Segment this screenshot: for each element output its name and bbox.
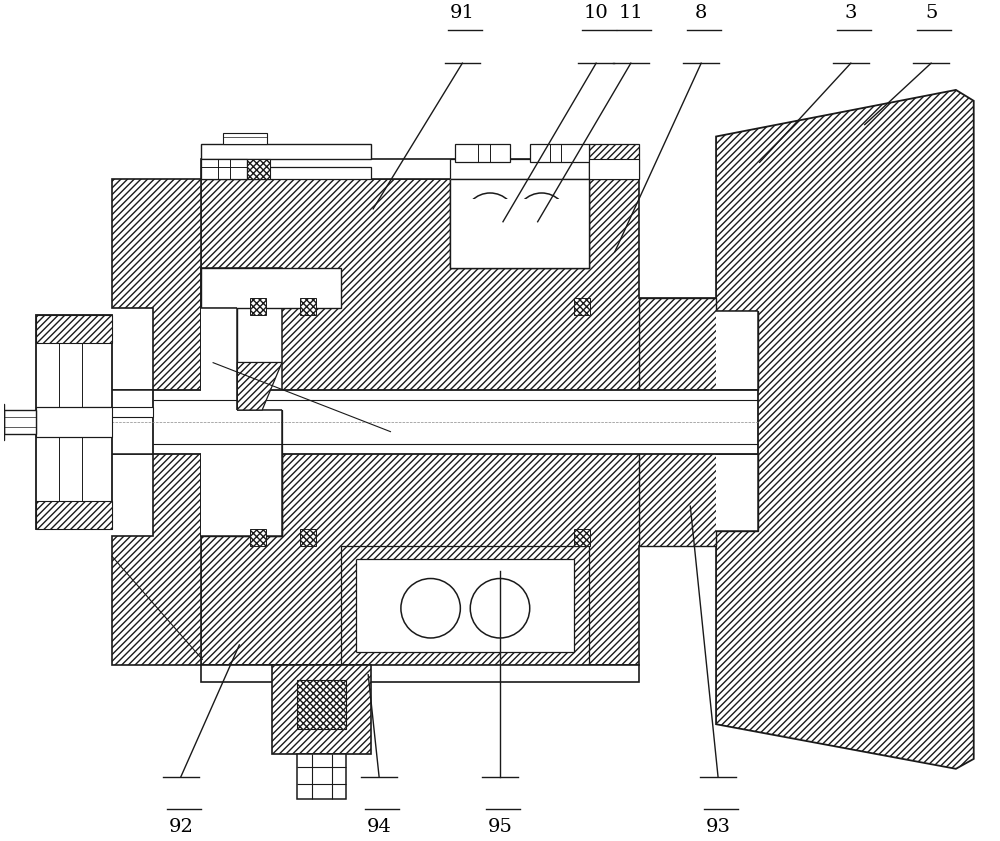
- Polygon shape: [450, 159, 589, 179]
- Polygon shape: [201, 308, 282, 536]
- Polygon shape: [716, 311, 758, 390]
- Polygon shape: [201, 145, 371, 159]
- Circle shape: [464, 193, 516, 245]
- Polygon shape: [272, 664, 371, 754]
- Polygon shape: [237, 362, 282, 410]
- Text: 95: 95: [488, 818, 512, 836]
- Text: 8: 8: [695, 3, 707, 22]
- Polygon shape: [297, 754, 346, 799]
- Polygon shape: [112, 179, 201, 664]
- Text: 5: 5: [925, 3, 937, 22]
- Polygon shape: [201, 179, 716, 410]
- Polygon shape: [112, 390, 153, 453]
- Text: 11: 11: [618, 3, 643, 22]
- Polygon shape: [250, 298, 266, 315]
- Polygon shape: [201, 434, 282, 536]
- Text: 93: 93: [706, 818, 731, 836]
- Polygon shape: [574, 529, 590, 546]
- Polygon shape: [300, 298, 316, 315]
- Polygon shape: [153, 390, 758, 453]
- Polygon shape: [341, 546, 589, 664]
- Polygon shape: [716, 90, 974, 769]
- Polygon shape: [356, 558, 574, 652]
- Circle shape: [401, 579, 460, 638]
- Text: 91: 91: [450, 3, 475, 22]
- Polygon shape: [639, 298, 758, 410]
- Polygon shape: [4, 410, 36, 434]
- Polygon shape: [34, 410, 84, 414]
- Polygon shape: [201, 664, 639, 681]
- Polygon shape: [589, 159, 639, 179]
- Text: 94: 94: [367, 818, 392, 836]
- Polygon shape: [201, 268, 282, 536]
- Circle shape: [516, 193, 567, 245]
- Text: 3: 3: [845, 3, 857, 22]
- Polygon shape: [36, 501, 112, 529]
- Polygon shape: [455, 145, 510, 162]
- Polygon shape: [450, 179, 589, 268]
- Polygon shape: [36, 315, 112, 342]
- Polygon shape: [247, 159, 270, 179]
- Polygon shape: [201, 308, 237, 410]
- Polygon shape: [201, 159, 247, 179]
- Polygon shape: [450, 179, 589, 268]
- Polygon shape: [201, 167, 371, 179]
- Polygon shape: [300, 529, 316, 546]
- Polygon shape: [458, 199, 579, 253]
- Text: 92: 92: [168, 818, 193, 836]
- Polygon shape: [84, 407, 153, 417]
- Polygon shape: [716, 453, 758, 531]
- Polygon shape: [237, 410, 282, 536]
- Polygon shape: [36, 407, 112, 436]
- Polygon shape: [201, 434, 716, 664]
- Polygon shape: [223, 133, 267, 145]
- Polygon shape: [639, 434, 758, 546]
- Polygon shape: [201, 410, 716, 434]
- Polygon shape: [2, 404, 4, 440]
- Polygon shape: [530, 145, 589, 162]
- Polygon shape: [450, 179, 589, 268]
- Polygon shape: [297, 680, 346, 729]
- Circle shape: [470, 579, 530, 638]
- Polygon shape: [589, 145, 639, 179]
- Polygon shape: [201, 159, 639, 179]
- Polygon shape: [201, 268, 341, 308]
- Polygon shape: [574, 298, 590, 315]
- Text: 10: 10: [584, 3, 609, 22]
- Polygon shape: [250, 529, 266, 546]
- Polygon shape: [36, 315, 112, 529]
